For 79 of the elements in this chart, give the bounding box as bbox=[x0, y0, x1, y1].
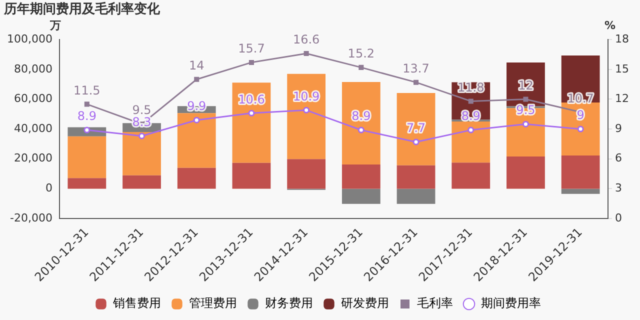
bar bbox=[68, 136, 106, 178]
bar bbox=[122, 132, 161, 176]
point bbox=[358, 126, 364, 134]
point bbox=[248, 110, 255, 116]
y2-tick-label: 18 bbox=[615, 32, 630, 46]
data-label: 10.7 bbox=[567, 91, 594, 106]
point bbox=[358, 64, 364, 70]
y-tick-label: -20,000 bbox=[10, 211, 52, 224]
point bbox=[522, 120, 529, 128]
point bbox=[577, 126, 584, 132]
bar bbox=[232, 82, 271, 163]
data-label: 11.8 bbox=[458, 80, 484, 94]
data-label: 9.5 bbox=[132, 103, 152, 118]
data-label: 16.6 bbox=[292, 32, 320, 47]
y-tick-label: 20,000 bbox=[14, 152, 52, 165]
point bbox=[412, 138, 420, 146]
data-label: 10.9 bbox=[292, 89, 320, 104]
data-label: 8.9 bbox=[461, 109, 480, 124]
data-label: 14 bbox=[188, 58, 204, 72]
data-label: 12 bbox=[518, 78, 534, 92]
point bbox=[194, 76, 200, 82]
data-label: 8.9 bbox=[352, 109, 371, 124]
point bbox=[414, 80, 419, 85]
y-axis-title: 万 bbox=[48, 18, 61, 32]
legend-label: 销售费用 bbox=[112, 296, 161, 310]
y-tick-label: 0 bbox=[45, 182, 52, 195]
y2-tick-label: 3 bbox=[615, 182, 622, 195]
point bbox=[303, 106, 310, 114]
bar bbox=[506, 156, 545, 189]
y2-tick-label: 15 bbox=[615, 62, 630, 76]
bar bbox=[452, 121, 490, 163]
point bbox=[468, 126, 474, 134]
bar bbox=[68, 178, 106, 189]
bar bbox=[396, 188, 436, 204]
legend-label: 毛利率 bbox=[417, 296, 453, 310]
y2-tick-label: 12 bbox=[615, 92, 630, 106]
legend-label: 研发费用 bbox=[341, 296, 389, 310]
y2-tick-label: 0 bbox=[615, 211, 622, 224]
point bbox=[84, 102, 90, 107]
point bbox=[138, 132, 146, 140]
bar bbox=[561, 155, 600, 189]
y-tick-label: 100,000 bbox=[6, 32, 52, 46]
bar bbox=[396, 92, 436, 166]
data-label: 11.5 bbox=[74, 83, 100, 98]
data-label: 13.7 bbox=[402, 61, 430, 76]
bar bbox=[287, 74, 326, 160]
data-label: 15.7 bbox=[238, 42, 265, 56]
bar bbox=[342, 188, 380, 204]
y-tick-label: 60,000 bbox=[14, 92, 52, 106]
point bbox=[468, 98, 474, 104]
bar bbox=[452, 162, 490, 189]
point bbox=[193, 116, 200, 124]
data-label: 15.2 bbox=[348, 46, 375, 61]
point bbox=[84, 126, 90, 134]
y-tick-label: 80,000 bbox=[14, 62, 52, 76]
chart-title: 历年期间费用及毛利率变化 bbox=[3, 1, 161, 18]
legend-label: 财务费用 bbox=[265, 296, 313, 310]
bar bbox=[561, 188, 600, 194]
point bbox=[248, 60, 254, 65]
data-label: 8.9 bbox=[77, 109, 96, 124]
legend-label: 期间费用率 bbox=[481, 296, 541, 310]
bar bbox=[287, 159, 326, 189]
bar bbox=[342, 164, 380, 189]
point bbox=[304, 50, 309, 56]
y2-tick-label: 6 bbox=[615, 152, 622, 165]
y2-tick-label: 9 bbox=[615, 122, 622, 135]
bar bbox=[122, 175, 161, 189]
bar bbox=[342, 82, 380, 165]
y-tick-label: 40,000 bbox=[14, 122, 52, 135]
bar bbox=[232, 162, 271, 189]
data-label: 10.6 bbox=[238, 92, 265, 106]
bar bbox=[177, 113, 216, 168]
y2-axis-title: % bbox=[604, 18, 616, 32]
legend-label: 管理费用 bbox=[189, 296, 237, 310]
bar bbox=[561, 102, 600, 156]
bar bbox=[177, 168, 216, 189]
data-label: 7.7 bbox=[406, 121, 426, 136]
point bbox=[523, 96, 528, 102]
bar bbox=[396, 165, 436, 189]
